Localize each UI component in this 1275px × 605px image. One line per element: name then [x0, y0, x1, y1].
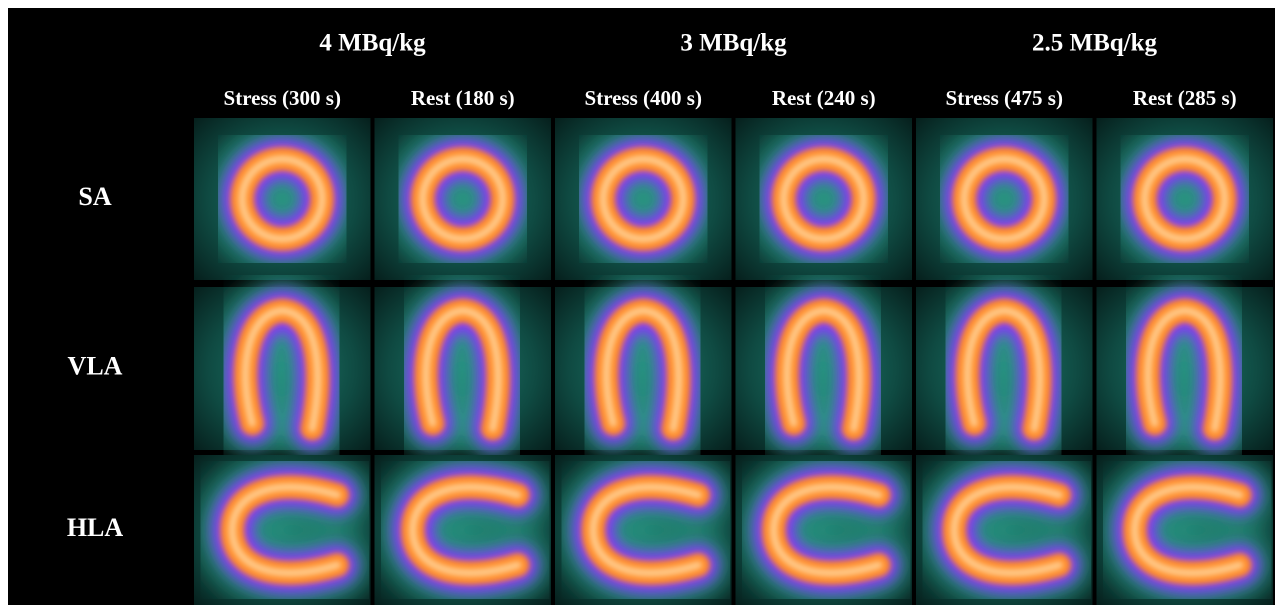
row-label: VLA	[68, 351, 123, 380]
scan-image	[1097, 287, 1274, 450]
scan-image	[916, 455, 1093, 605]
page: 4 MBq/kg Stress (300 s) Rest (180 s) 3 MBq/…	[0, 0, 1275, 605]
row-label: HLA	[67, 513, 124, 542]
scan-image	[375, 118, 552, 280]
scan-image	[375, 287, 552, 450]
row-label: SA	[78, 182, 111, 211]
column-label: Stress (475 s)	[946, 86, 1063, 110]
scan-image	[375, 455, 552, 605]
column-label: Rest (180 s)	[411, 86, 515, 110]
scan-image	[916, 287, 1093, 450]
scan-image	[1097, 455, 1274, 605]
scan-image	[555, 118, 732, 280]
dose-label: 3 MBq/kg	[680, 30, 787, 57]
scan-image	[194, 287, 371, 450]
scan-image	[736, 455, 913, 605]
scan-image	[555, 287, 732, 450]
column-label: Rest (285 s)	[1133, 86, 1237, 110]
column-label: Rest (240 s)	[772, 86, 876, 110]
scan-image	[194, 455, 371, 605]
scan-image	[1097, 118, 1274, 280]
figure: 4 MBq/kg Stress (300 s) Rest (180 s) 3 MBq/…	[0, 0, 1275, 605]
scan-image	[736, 287, 913, 450]
scan-image	[555, 455, 732, 605]
column-label: Stress (300 s)	[224, 86, 341, 110]
scan-image	[194, 118, 371, 280]
dose-label: 4 MBq/kg	[319, 30, 426, 57]
dose-label: 2.5 MBq/kg	[1032, 30, 1158, 57]
column-label: Stress (400 s)	[585, 86, 702, 110]
scan-image	[736, 118, 913, 280]
scan-image	[916, 118, 1093, 280]
